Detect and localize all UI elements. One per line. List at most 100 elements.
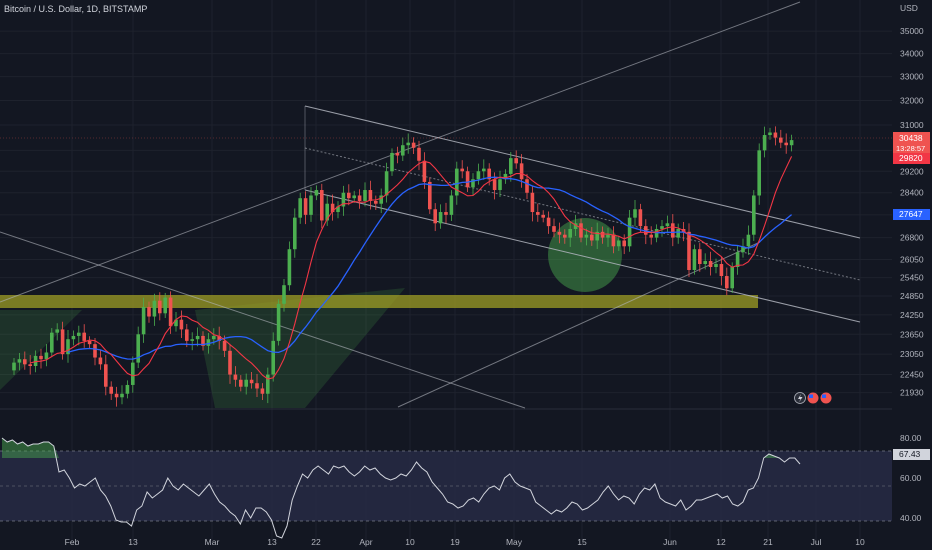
candle: [676, 223, 680, 244]
candle: [93, 338, 97, 366]
price-tick-label: 31000: [900, 120, 924, 130]
time-tick-label: 10: [405, 537, 415, 547]
candle: [746, 225, 751, 255]
candle: [536, 203, 540, 222]
candle: [66, 329, 70, 363]
price-tick-label: 22450: [900, 370, 924, 380]
candle: [433, 203, 437, 232]
candle: [584, 228, 589, 246]
rsi-value-tag: 67.43: [893, 449, 930, 460]
candle: [136, 326, 140, 369]
candle: [293, 208, 297, 258]
candle: [665, 215, 670, 232]
rsi-tick-label: 60.00: [900, 473, 922, 483]
price-tick-label: 25450: [900, 273, 924, 283]
candle: [509, 151, 513, 182]
candle: [384, 162, 389, 203]
time-tick-label: 19: [450, 537, 460, 547]
candle: [336, 201, 340, 219]
candle: [39, 348, 43, 369]
candle: [314, 185, 319, 201]
candle: [50, 328, 54, 358]
candle: [190, 332, 194, 351]
candle: [725, 267, 729, 296]
candle: [752, 190, 756, 241]
candle: [773, 126, 778, 146]
candle: [660, 219, 664, 237]
candle: [17, 353, 22, 371]
candle: [239, 375, 243, 392]
candle: [428, 177, 432, 214]
candle: [762, 126, 767, 158]
candle: [611, 226, 616, 254]
price-tick-label: 29200: [900, 166, 924, 176]
candle: [82, 324, 86, 348]
candle: [77, 325, 81, 346]
price-tick-label: 33000: [900, 72, 924, 82]
ma-slow-tag: 27647: [893, 209, 930, 220]
candle: [390, 148, 394, 176]
rsi-tick-label: 40.00: [900, 513, 922, 523]
candle: [546, 211, 551, 234]
candle: [779, 129, 783, 149]
candle: [563, 229, 567, 244]
price-tick-label: 21930: [900, 388, 924, 398]
time-tick-label: Feb: [65, 537, 80, 547]
candle: [347, 184, 351, 206]
candle: [287, 241, 292, 291]
candle: [228, 343, 232, 384]
candle: [687, 223, 691, 277]
candle: [395, 146, 400, 164]
price-axis[interactable]: 3500034000330003200031000300002920028400…: [900, 26, 924, 398]
time-axis[interactable]: Feb 13 Mar 13 22 Apr 10 19 May 15 Jun 12 21 Jul 10: [65, 537, 865, 547]
last-price: 30438: [899, 133, 923, 143]
price-tick-label: 34000: [900, 49, 924, 59]
candle: [179, 310, 184, 338]
price-tick-label: 28400: [900, 188, 924, 198]
candle: [125, 380, 130, 399]
candle: [649, 226, 653, 245]
candle: [357, 189, 362, 209]
candle: [476, 163, 481, 185]
annotation-zones: [0, 218, 758, 408]
time-tick-label: Jun: [663, 537, 677, 547]
candle: [590, 227, 594, 246]
time-tick-label: Jul: [811, 537, 822, 547]
candle: [44, 344, 49, 367]
support-zone: [0, 295, 758, 308]
candle: [244, 373, 248, 395]
candle: [266, 367, 270, 404]
event-icons[interactable]: [794, 392, 832, 404]
candle: [298, 192, 302, 224]
price-tick-label: 35000: [900, 26, 924, 36]
rsi-value: 67.43: [899, 449, 921, 459]
candle: [185, 324, 189, 348]
time-tick-label: Mar: [205, 537, 220, 547]
candle: [465, 166, 470, 192]
candle: [444, 202, 448, 224]
candle: [530, 185, 535, 222]
candle: [633, 200, 637, 227]
candle: [352, 190, 356, 203]
candle: [406, 133, 410, 154]
candle: [606, 227, 610, 247]
candle: [28, 355, 32, 375]
time-tick-label: May: [506, 537, 523, 547]
candle: [703, 253, 707, 270]
candle: [460, 160, 464, 179]
candle: [114, 386, 119, 407]
candle: [768, 127, 772, 140]
candle: [492, 172, 497, 200]
candle: [417, 140, 421, 171]
candle: [557, 222, 562, 244]
time-tick-label: 13: [267, 537, 277, 547]
candle: [471, 173, 475, 196]
candle: [698, 243, 702, 272]
rsi-axis[interactable]: 80.00 60.00 40.00: [900, 433, 922, 523]
candle: [104, 355, 108, 396]
candle: [482, 159, 486, 180]
candle: [131, 356, 135, 393]
candle: [320, 183, 324, 229]
candle: [638, 203, 643, 233]
